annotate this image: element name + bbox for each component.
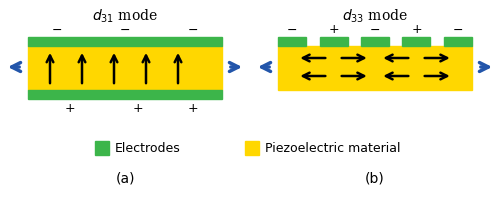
Text: (a): (a) xyxy=(116,171,135,185)
Text: $-$: $-$ xyxy=(452,23,464,36)
Bar xyxy=(28,47,222,90)
Bar xyxy=(28,38,222,47)
Text: $d_{31}$ mode: $d_{31}$ mode xyxy=(92,8,158,25)
Text: $-$: $-$ xyxy=(188,23,198,36)
Bar xyxy=(278,47,472,90)
Text: $+$: $+$ xyxy=(132,101,143,115)
Text: $d_{33}$ mode: $d_{33}$ mode xyxy=(342,8,408,25)
Bar xyxy=(320,38,347,47)
Bar xyxy=(95,141,109,155)
Text: $+$: $+$ xyxy=(64,101,76,115)
Text: $-$: $-$ xyxy=(370,23,380,36)
Bar xyxy=(245,141,259,155)
Text: Piezoelectric material: Piezoelectric material xyxy=(265,142,400,155)
Bar xyxy=(28,90,222,100)
Text: $+$: $+$ xyxy=(328,23,339,36)
Bar xyxy=(361,38,389,47)
Text: $-$: $-$ xyxy=(52,23,62,36)
Text: $-$: $-$ xyxy=(120,23,130,36)
Text: (b): (b) xyxy=(365,171,385,185)
Text: $+$: $+$ xyxy=(411,23,422,36)
Text: $-$: $-$ xyxy=(286,23,298,36)
Bar xyxy=(444,38,472,47)
Text: $+$: $+$ xyxy=(188,101,198,115)
Text: Electrodes: Electrodes xyxy=(115,142,181,155)
Bar xyxy=(402,38,430,47)
Bar xyxy=(278,38,306,47)
